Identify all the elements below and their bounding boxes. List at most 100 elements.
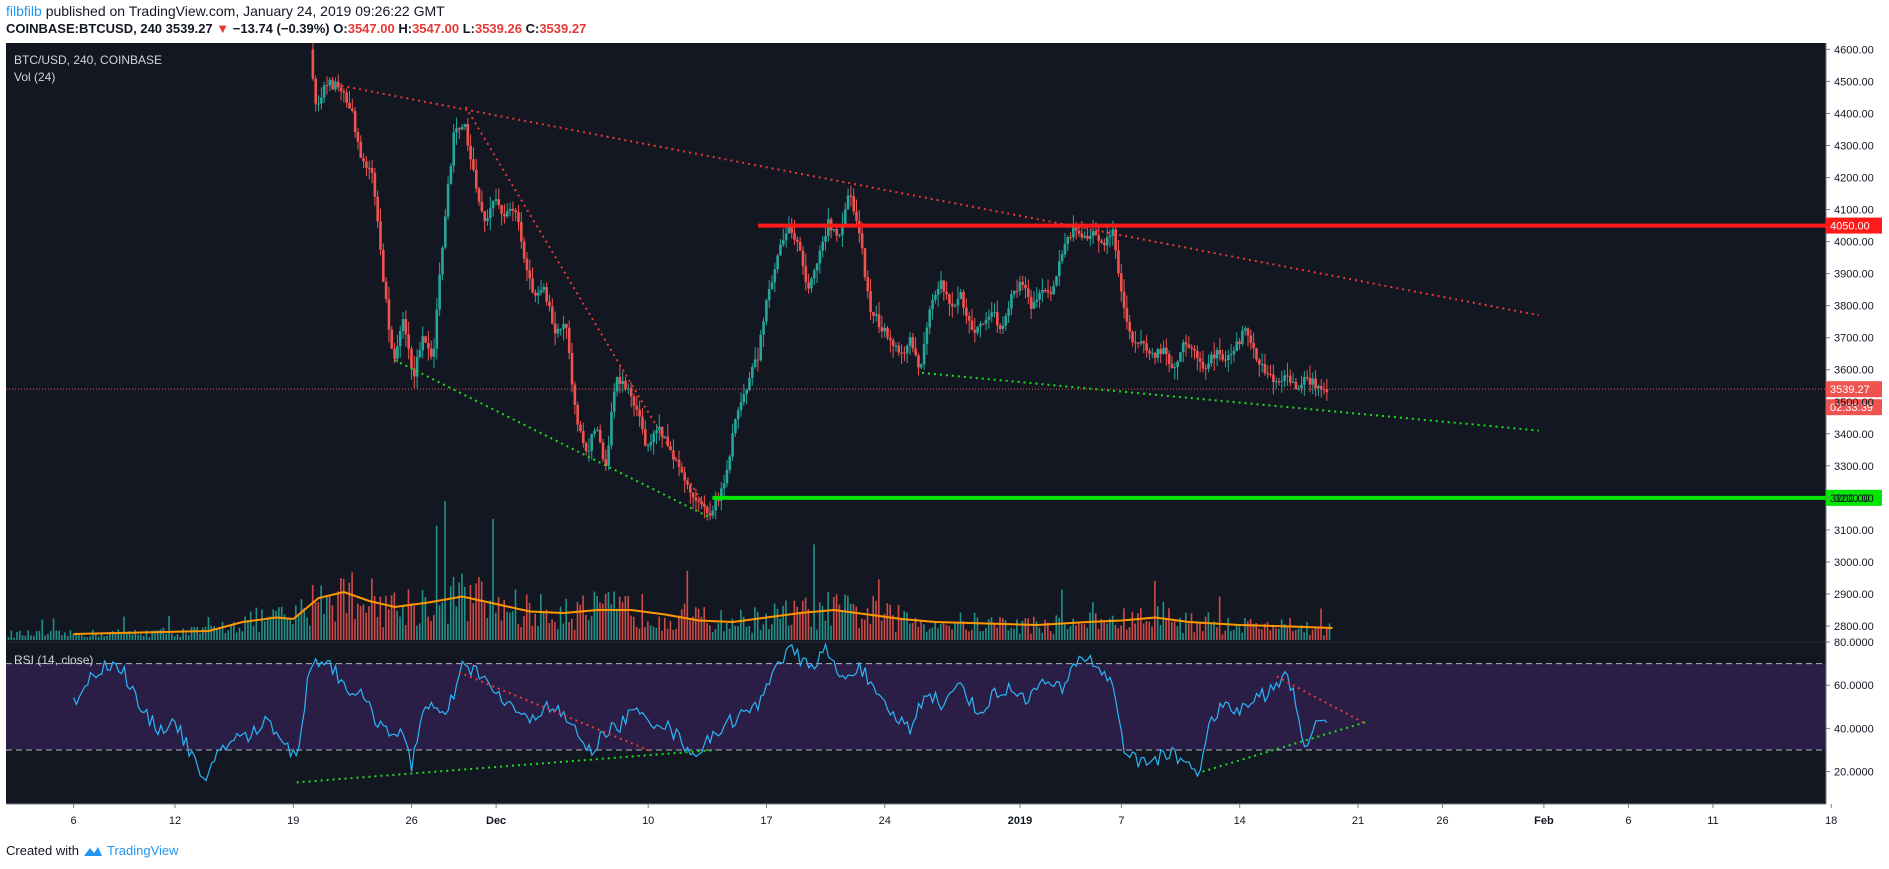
volume-bar	[906, 612, 908, 640]
price-axis[interactable]	[1826, 43, 1889, 642]
candle-body	[621, 380, 625, 385]
volume-bar	[537, 625, 539, 640]
volume-bar	[486, 617, 489, 640]
support-trendline[interactable]	[921, 371, 1539, 432]
candle-body	[542, 287, 546, 290]
rsi-axis[interactable]	[1826, 642, 1889, 804]
candle-body	[514, 210, 517, 213]
time-axis[interactable]	[6, 804, 1826, 831]
rsi-tick-label: 40.0000	[1834, 723, 1874, 735]
support-trendline[interactable]	[394, 359, 710, 518]
candle-body	[815, 263, 819, 271]
volume-bar	[731, 618, 734, 640]
candle-body	[384, 281, 388, 300]
volume-bar	[723, 631, 725, 640]
candle-body	[1193, 348, 1196, 351]
candle-body	[477, 188, 481, 202]
rsi-support-trendline[interactable]	[296, 749, 716, 784]
volume-bar	[762, 624, 765, 640]
rsi-support-trendline[interactable]	[1202, 720, 1367, 773]
candle-body	[1173, 367, 1177, 369]
tradingview-brand-link[interactable]: TradingView	[106, 843, 179, 858]
volume-bar	[292, 624, 294, 640]
volume-bar	[734, 626, 736, 640]
volume-bar	[680, 609, 683, 640]
volume-bar	[18, 630, 21, 640]
volume-bar	[447, 623, 449, 640]
volume-bar	[523, 616, 525, 640]
candle-body	[1153, 352, 1157, 358]
level-price-label: 4050.00	[1830, 221, 1870, 233]
candle-body	[810, 278, 813, 289]
volume-bar	[1207, 612, 1210, 640]
candle-body	[993, 312, 996, 314]
candle-body	[970, 320, 974, 330]
volume-bar	[1187, 623, 1190, 640]
volume-bar	[1016, 619, 1018, 640]
volume-bar	[49, 630, 52, 640]
rsi-resistance-trendline[interactable]	[1276, 675, 1367, 725]
candle-body	[973, 329, 977, 333]
candle-body	[798, 241, 802, 251]
rsi-resistance-trendline[interactable]	[458, 671, 654, 754]
candle-body	[781, 240, 785, 245]
volume-bar	[886, 603, 889, 640]
candle-body	[708, 513, 712, 516]
resistance-trendline[interactable]	[335, 83, 1540, 317]
open-label: O:	[333, 21, 348, 36]
candle-body	[1317, 386, 1320, 389]
volume-bar	[7, 637, 10, 640]
volume-bar	[1190, 613, 1193, 640]
candle-body	[787, 226, 791, 234]
volume-bar	[413, 605, 415, 640]
candle-body	[643, 429, 647, 446]
volume-bar	[993, 622, 996, 640]
resistance-trendline[interactable]	[464, 106, 710, 515]
candle-body	[1227, 355, 1230, 361]
volume-bar	[433, 615, 435, 640]
volume-bar	[979, 631, 982, 640]
volume-bar	[1001, 618, 1004, 640]
volume-bar	[765, 613, 767, 640]
candle-body	[942, 280, 946, 292]
volume-bar	[768, 629, 770, 640]
candle-body	[874, 314, 878, 316]
volume-bar	[151, 630, 153, 640]
candle-body	[404, 319, 408, 335]
volume-bar	[1030, 633, 1032, 640]
volume-bar	[1261, 629, 1263, 640]
candle-body	[641, 416, 644, 430]
candle-body	[1314, 378, 1317, 389]
author-name[interactable]: filbfilb	[6, 3, 42, 19]
candle-body	[1294, 381, 1298, 390]
candle-body	[508, 208, 512, 212]
volume-bar	[47, 633, 49, 640]
volume-bar	[69, 630, 72, 640]
volume-bar	[878, 579, 880, 640]
volume-bar	[80, 635, 83, 640]
candle-body	[1305, 377, 1309, 379]
volume-bar	[593, 591, 596, 640]
candle-body	[759, 334, 763, 361]
rsi-tick-label: 60.0000	[1834, 680, 1874, 692]
volume-bar	[72, 633, 75, 640]
candle-body	[1257, 359, 1261, 365]
volume-bar	[618, 596, 621, 640]
volume-bar	[1100, 618, 1103, 640]
candle-body	[548, 301, 551, 307]
candle-body	[1190, 347, 1193, 349]
volume-bar	[109, 632, 111, 640]
volume-bar	[66, 636, 69, 640]
candle-body	[610, 411, 613, 446]
volume-bar	[458, 582, 460, 640]
candle-body	[841, 224, 844, 235]
time-tick-label: 6	[71, 815, 77, 827]
candle-body	[359, 141, 363, 159]
volume-bar	[306, 617, 308, 640]
candle-body	[1038, 292, 1041, 300]
candle-body	[390, 329, 394, 349]
volume-bar	[647, 621, 649, 640]
volume-bar	[1145, 621, 1148, 640]
volume-bar	[171, 633, 173, 640]
